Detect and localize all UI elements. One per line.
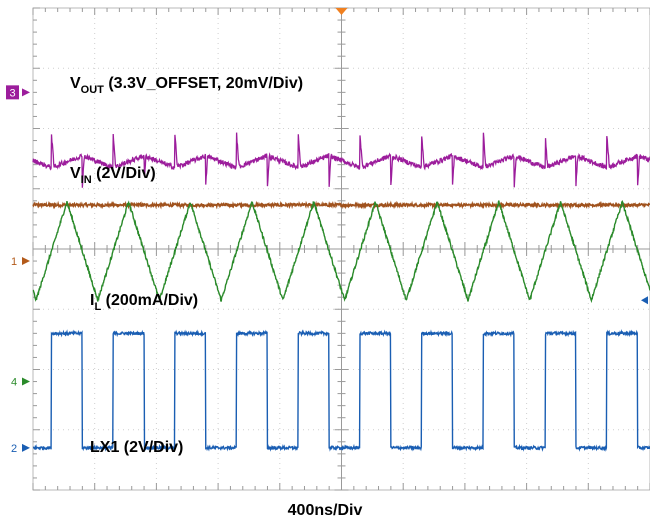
trigger-position-marker <box>335 8 348 15</box>
trigger-markers <box>335 8 648 305</box>
channel-marker-box <box>6 85 19 100</box>
label-il: IL (200mA/Div) <box>90 292 198 313</box>
channel-marker-4: 4 <box>11 377 17 389</box>
label-lx1: LX1 (2V/Div) <box>90 439 183 456</box>
x-axis-label: 400ns/Div <box>288 502 363 519</box>
label-vin: VIN (2V/Div) <box>70 165 156 186</box>
channel-marker-arrow <box>22 443 30 452</box>
trigger-level-marker <box>641 296 648 305</box>
trace-lx1 <box>32 329 650 452</box>
trace-vout <box>32 132 650 188</box>
label-vout: VOUT (3.3V_OFFSET, 20mV/Div) <box>70 75 303 96</box>
waveform-traces <box>32 132 650 452</box>
channel-marker-arrow <box>22 257 30 266</box>
channel-marker-3: 3 <box>9 87 15 99</box>
channel-marker-arrow <box>22 88 30 97</box>
channel-marker-1: 1 <box>11 256 17 268</box>
trace-il <box>32 200 650 304</box>
channel-marker-arrow <box>22 377 30 386</box>
trace-vin <box>32 200 650 210</box>
graticule <box>32 7 650 491</box>
channel-markers: 3 1 4 2 <box>6 85 30 455</box>
channel-marker-2: 2 <box>11 443 17 455</box>
